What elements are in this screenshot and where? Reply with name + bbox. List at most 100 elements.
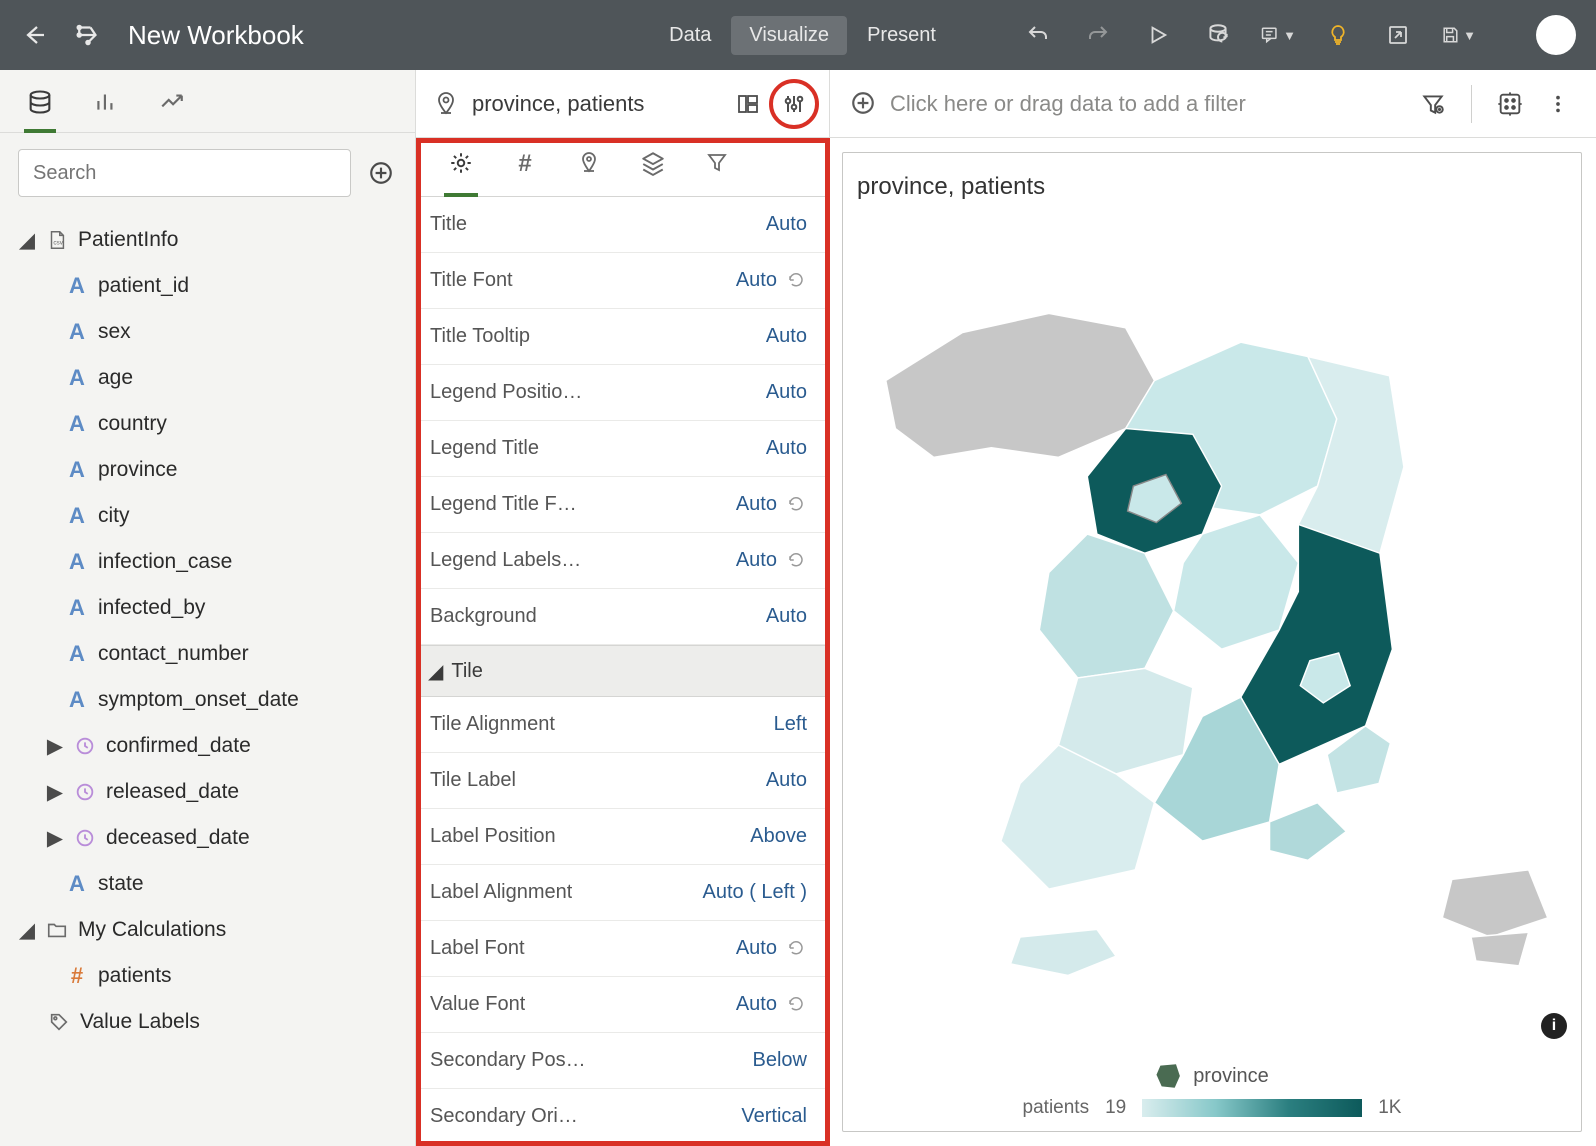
reset-icon[interactable] (787, 495, 807, 515)
filter-bar-button[interactable] (1415, 86, 1451, 122)
property-value[interactable]: Auto (736, 269, 807, 292)
map-region-chungnam[interactable] (1039, 534, 1173, 678)
property-value[interactable]: Above (750, 825, 807, 848)
map-region-nw-outer[interactable] (886, 313, 1155, 457)
back-button[interactable] (20, 21, 48, 49)
property-row[interactable]: Legend Title F…Auto (416, 477, 829, 533)
assignments-button[interactable] (731, 87, 765, 121)
field-province[interactable]: Aprovince (64, 447, 407, 493)
mode-tab-data[interactable]: Data (651, 16, 729, 55)
field-patient-id[interactable]: Apatient_id (64, 263, 407, 309)
reset-icon[interactable] (787, 939, 807, 959)
property-row[interactable]: Secondary Ori…Vertical (416, 1089, 829, 1145)
property-value[interactable]: Auto (766, 605, 807, 628)
csv-icon: csv (44, 227, 70, 253)
field-deceased-date[interactable]: ▶deceased_date (18, 815, 407, 861)
legend-max: 1K (1378, 1097, 1401, 1119)
property-row[interactable]: Label FontAuto (416, 921, 829, 977)
property-value[interactable]: Auto ( Left ) (703, 881, 808, 904)
field-city[interactable]: Acity (64, 493, 407, 539)
property-label: Legend Title (430, 437, 539, 460)
save-button[interactable]: ▼ (1440, 17, 1476, 53)
map-region-se-islands[interactable] (1442, 870, 1548, 937)
field-infection-case[interactable]: Ainfection_case (64, 539, 407, 585)
visualization-card[interactable]: province, patients i province patients 1… (842, 152, 1582, 1132)
reset-icon[interactable] (787, 271, 807, 291)
property-value[interactable]: Auto (736, 549, 807, 572)
property-value[interactable]: Left (774, 713, 807, 736)
property-value[interactable]: Auto (736, 993, 807, 1016)
mode-tab-present[interactable]: Present (849, 16, 954, 55)
property-row[interactable]: Legend Title Auto (416, 421, 829, 477)
property-row[interactable]: Secondary Pos…Below (416, 1033, 829, 1089)
info-icon[interactable]: i (1541, 1013, 1567, 1039)
property-row[interactable]: Title Tooltip Auto (416, 309, 829, 365)
mode-tab-visualize[interactable]: Visualize (731, 16, 847, 55)
property-value[interactable]: Vertical (741, 1105, 807, 1128)
add-button[interactable] (365, 157, 397, 189)
field-state[interactable]: Astate (64, 861, 407, 907)
refresh-data-button[interactable] (1200, 17, 1236, 53)
property-row[interactable]: TitleAuto (416, 197, 829, 253)
sidebar-tab-analytics[interactable] (156, 88, 188, 132)
prop-tab-filters[interactable] (700, 150, 734, 196)
calc-patients[interactable]: #patients (64, 953, 407, 999)
map-visualization[interactable] (857, 207, 1567, 1053)
property-value[interactable]: Auto (736, 937, 807, 960)
prop-tab-general[interactable] (444, 150, 478, 196)
property-row[interactable]: Value FontAuto (416, 977, 829, 1033)
redo-button[interactable] (1080, 17, 1116, 53)
map-region-se-island2[interactable] (1471, 932, 1529, 966)
property-value[interactable]: Auto (766, 769, 807, 792)
field-infected-by[interactable]: Ainfected_by (64, 585, 407, 631)
insights-button[interactable] (1320, 17, 1356, 53)
property-label: Title Tooltip (430, 325, 530, 348)
field-country[interactable]: Acountry (64, 401, 407, 447)
comments-button[interactable]: ▼ (1260, 17, 1296, 53)
value-labels-node[interactable]: Value Labels (18, 999, 407, 1045)
field-symptom-onset-date[interactable]: Asymptom_onset_date (64, 677, 407, 723)
sidebar-tab-visualizations[interactable] (90, 88, 122, 132)
property-value[interactable]: Below (753, 1049, 807, 1072)
map-region-jeju[interactable] (1011, 929, 1117, 975)
property-row[interactable]: Tile LabelAuto (416, 753, 829, 809)
field-released-date[interactable]: ▶released_date (18, 769, 407, 815)
filter-placeholder[interactable]: Click here or drag data to add a filter (890, 91, 1403, 117)
undo-button[interactable] (1020, 17, 1056, 53)
property-value[interactable]: Auto (766, 381, 807, 404)
property-value[interactable]: Auto (766, 213, 807, 236)
field-confirmed-date[interactable]: ▶confirmed_date (18, 723, 407, 769)
reset-icon[interactable] (787, 551, 807, 571)
map-region-busan[interactable] (1270, 803, 1347, 861)
preview-button[interactable] (1140, 17, 1176, 53)
property-row[interactable]: Title FontAuto (416, 253, 829, 309)
property-row[interactable]: BackgroundAuto (416, 589, 829, 645)
property-value[interactable]: Auto (736, 493, 807, 516)
property-row[interactable]: Legend Positio…Auto (416, 365, 829, 421)
field-contact-number[interactable]: Acontact_number (64, 631, 407, 677)
section-tile[interactable]: ◢Tile (416, 645, 829, 697)
sidebar-tab-data[interactable] (24, 88, 56, 132)
properties-list[interactable]: TitleAutoTitle FontAuto Title Tooltip Aut… (416, 197, 829, 1146)
field-sex[interactable]: Asex (64, 309, 407, 355)
property-row[interactable]: Legend Labels…Auto (416, 533, 829, 589)
property-value[interactable]: Auto (766, 437, 807, 460)
reset-icon[interactable] (787, 995, 807, 1015)
prop-tab-layers[interactable] (636, 150, 670, 196)
dataset-node[interactable]: ◢ csv PatientInfo (18, 217, 407, 263)
property-row[interactable]: Label AlignmentAuto ( Left ) (416, 865, 829, 921)
add-filter-icon[interactable] (850, 90, 878, 118)
auto-insights-button[interactable] (1492, 86, 1528, 122)
property-row[interactable]: Tile AlignmentLeft (416, 697, 829, 753)
canvas-menu-button[interactable] (1540, 86, 1576, 122)
user-avatar[interactable] (1536, 15, 1576, 55)
prop-tab-values[interactable]: # (508, 150, 542, 196)
search-input[interactable] (18, 149, 351, 197)
prop-tab-map[interactable] (572, 150, 606, 196)
property-row[interactable]: Label PositionAbove (416, 809, 829, 865)
property-value[interactable]: Auto (766, 325, 807, 348)
calculations-folder[interactable]: ◢My Calculations (18, 907, 407, 953)
properties-button[interactable] (777, 87, 811, 121)
export-button[interactable] (1380, 17, 1416, 53)
field-age[interactable]: Aage (64, 355, 407, 401)
